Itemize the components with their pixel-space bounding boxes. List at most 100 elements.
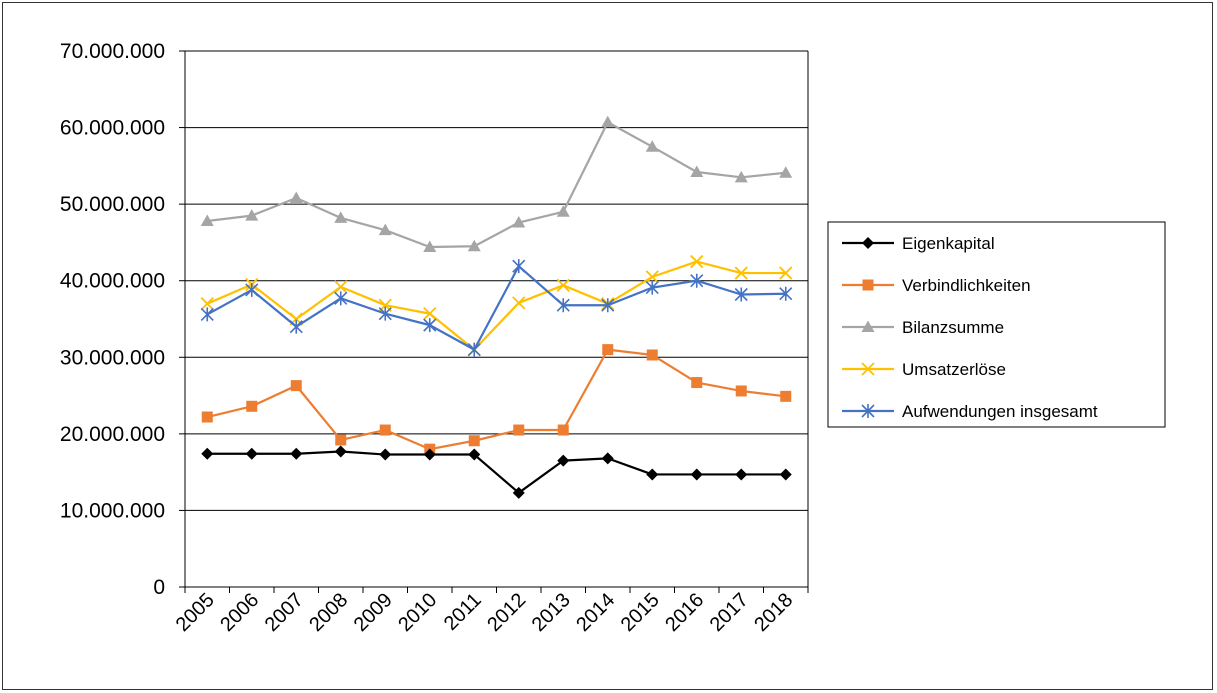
data-point	[646, 468, 659, 481]
x-tick-label: 2018	[750, 589, 797, 636]
data-point	[290, 380, 302, 392]
y-tick-labels: 0 10.000.000 20.000.000 30.000.000 40.000.00…	[60, 40, 165, 599]
data-point	[556, 205, 570, 217]
legend-label: Bilanzsumme	[902, 318, 1004, 337]
data-point	[735, 385, 747, 397]
data-point	[556, 278, 570, 292]
data-point	[690, 165, 704, 177]
data-point	[512, 216, 526, 228]
legend-marker	[861, 362, 875, 376]
legend-label: Eigenkapital	[902, 234, 995, 253]
data-point	[201, 411, 213, 423]
grid-lines	[179, 50, 808, 588]
axes	[184, 51, 809, 593]
series-eigenkapital	[201, 445, 792, 499]
data-point	[602, 344, 614, 356]
data-point	[289, 191, 303, 204]
data-point	[200, 297, 214, 311]
data-point	[512, 259, 526, 274]
data-point	[645, 280, 659, 295]
legend-box	[827, 221, 1166, 428]
y-tick-label: 10.000.000	[60, 499, 165, 522]
data-point	[245, 447, 258, 460]
data-point	[779, 166, 793, 178]
y-tick-label: 50.000.000	[60, 193, 165, 216]
x-tick-label: 2007	[261, 589, 308, 636]
series-line	[206, 348, 786, 451]
x-tick-label: 2009	[350, 589, 397, 636]
data-point	[334, 445, 347, 458]
series-line	[206, 265, 786, 351]
data-point	[334, 291, 348, 306]
x-tick-label: 2011	[440, 589, 486, 635]
data-point	[735, 468, 748, 481]
x-tick-label: 2005	[172, 589, 219, 636]
x-tick-labels: 2005200620072008200920102011201220132014…	[172, 589, 798, 636]
data-point	[512, 296, 526, 310]
data-point	[245, 282, 259, 297]
legend-item: Eigenkapital	[842, 234, 995, 253]
data-point	[601, 115, 615, 128]
data-point	[378, 223, 392, 236]
x-tick-label: 2017	[706, 589, 753, 636]
data-point	[201, 447, 214, 460]
legend-label: Aufwendungen insgesamt	[902, 402, 1098, 421]
data-point	[779, 468, 792, 481]
data-point	[512, 486, 525, 499]
data-point	[290, 447, 303, 460]
data-point	[779, 266, 793, 280]
series-layer	[200, 115, 793, 499]
data-point	[645, 270, 659, 284]
legend-item: Umsatzerlöse	[842, 360, 1006, 379]
legend-marker	[861, 404, 875, 418]
legend-marker	[861, 320, 875, 332]
x-tick-label: 2015	[617, 589, 664, 636]
data-point	[467, 239, 481, 252]
data-point	[423, 307, 437, 321]
data-point	[513, 424, 525, 436]
series-line	[207, 450, 786, 494]
data-point	[468, 435, 480, 447]
x-tick-label: 2012	[483, 589, 530, 636]
data-point	[379, 448, 392, 461]
data-point	[245, 209, 259, 221]
legend-marker	[862, 237, 874, 249]
data-point	[335, 434, 347, 446]
data-point	[690, 254, 704, 269]
x-tick-label: 2006	[216, 589, 263, 636]
legend-item: Verbindlichkeiten	[842, 276, 1031, 295]
data-point	[423, 318, 437, 333]
y-tick-label: 0	[153, 576, 165, 599]
series-aufwendungen-insgesamt	[200, 259, 793, 357]
legend: Eigenkapital Verbindlichkeiten Bilanzsumme…	[827, 221, 1166, 428]
data-point	[645, 140, 659, 152]
data-point	[334, 211, 348, 223]
data-point	[557, 454, 570, 467]
data-point	[734, 287, 748, 302]
data-point	[334, 280, 348, 294]
data-point	[557, 424, 569, 436]
x-tick-label: 2010	[394, 589, 441, 636]
y-tick-label: 20.000.000	[60, 423, 165, 446]
series-line	[206, 260, 786, 351]
y-tick-label: 30.000.000	[60, 346, 165, 369]
data-point	[691, 377, 703, 389]
data-point	[779, 286, 793, 301]
data-point	[246, 400, 258, 412]
data-point	[556, 298, 570, 313]
y-tick-label: 70.000.000	[60, 40, 165, 63]
data-point	[601, 452, 614, 465]
data-point	[379, 424, 391, 436]
y-tick-label: 60.000.000	[60, 117, 165, 140]
data-point	[601, 298, 615, 313]
data-point	[646, 349, 658, 361]
x-tick-label: 2008	[305, 589, 352, 636]
data-point	[289, 319, 303, 334]
data-point	[690, 468, 703, 481]
legend-label: Umsatzerlöse	[902, 360, 1006, 379]
data-point	[780, 390, 792, 402]
data-point	[468, 448, 481, 461]
x-tick-label: 2014	[572, 589, 619, 636]
data-point	[200, 307, 214, 322]
